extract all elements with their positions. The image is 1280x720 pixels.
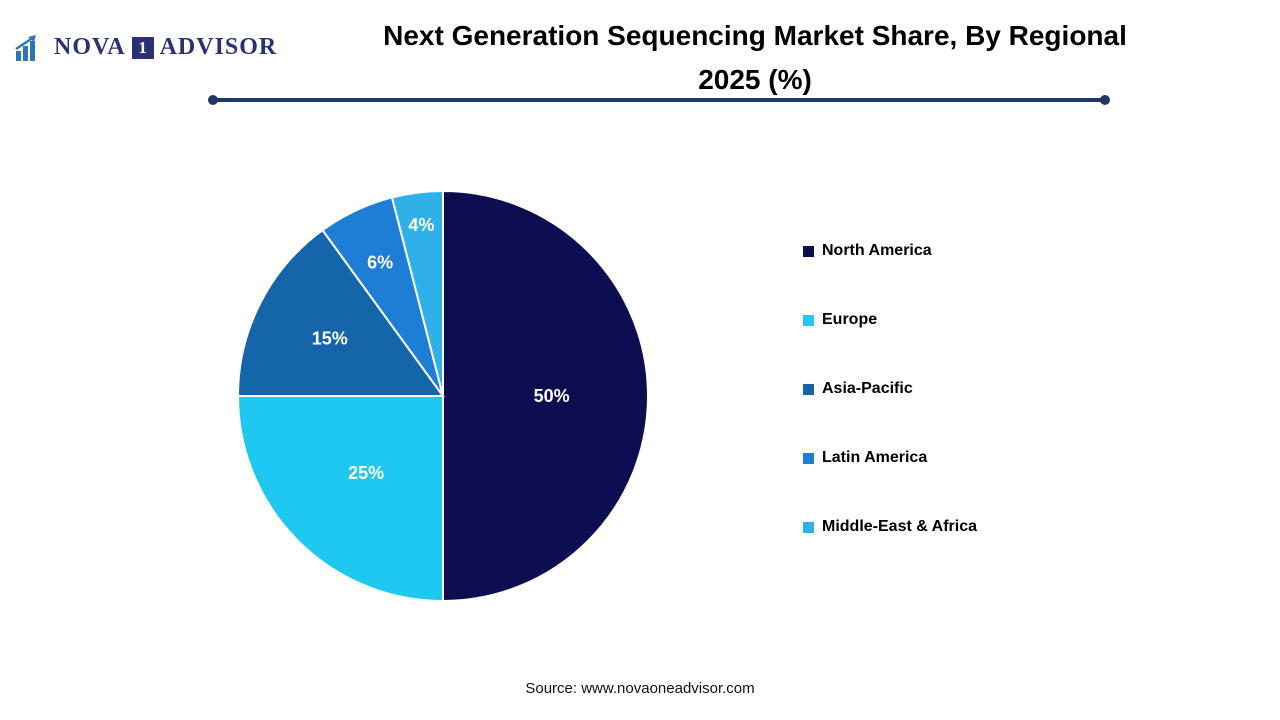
legend-swatch-north-america xyxy=(803,245,814,257)
legend-swatch-asia-pacific xyxy=(803,383,814,395)
legend-item-asia-pacific: Asia-Pacific xyxy=(803,380,977,398)
title-underline xyxy=(208,95,1110,105)
logo-badge-one: 1 xyxy=(131,36,154,59)
legend-label-europe: Europe xyxy=(822,311,878,328)
legend-swatch-middle-east-africa xyxy=(803,521,814,533)
legend-swatch-latin-america xyxy=(803,452,814,464)
legend-label-asia-pacific: Asia-Pacific xyxy=(822,380,913,397)
pie-slice-europe xyxy=(236,395,444,603)
chart-title: Next Generation Sequencing Market Share,… xyxy=(260,0,1250,102)
pie-data-label-middle-east-africa: 4% xyxy=(408,215,434,235)
pie-slice-north-america xyxy=(442,189,649,603)
legend-label-north-america: North America xyxy=(822,242,932,259)
nova-advisor-logo: NOVA 1 ADVISOR xyxy=(14,34,277,61)
legend-swatch-europe xyxy=(803,314,814,326)
legend-item-europe: Europe xyxy=(803,311,977,329)
pie-data-label-latin-america: 6% xyxy=(367,252,393,272)
legend-item-middle-east-africa: Middle-East & Africa xyxy=(803,518,977,536)
logo-text-nova: NOVA xyxy=(54,34,126,60)
legend-label-latin-america: Latin America xyxy=(822,449,928,466)
legend-label-middle-east-africa: Middle-East & Africa xyxy=(822,518,977,535)
pie-data-label-europe: 25% xyxy=(348,463,384,483)
legend: North America Europe Asia-Pacific Latin Ame… xyxy=(803,242,977,536)
chart-title-line2: 2025 (%) xyxy=(698,64,812,95)
source-text: Source: www.novaoneadvisor.com xyxy=(525,680,755,697)
pie-slice-middle-east-africa xyxy=(390,189,444,397)
logo-text-advisor: ADVISOR xyxy=(159,34,278,60)
chart-title-line1: Next Generation Sequencing Market Share,… xyxy=(383,20,1127,51)
title-block: Next Generation Sequencing Market Share,… xyxy=(260,0,1250,102)
legend-item-north-america: North America xyxy=(803,242,977,260)
pie-slice-asia-pacific xyxy=(236,228,445,397)
pie-chart: 50% 25% 15% 6% 4% xyxy=(236,189,649,603)
bar-chart-logo-icon xyxy=(14,34,48,61)
legend-item-latin-america: Latin America xyxy=(803,449,977,467)
pie-data-label-asia-pacific: 15% xyxy=(312,328,348,348)
pie-data-label-north-america: 50% xyxy=(534,386,570,406)
